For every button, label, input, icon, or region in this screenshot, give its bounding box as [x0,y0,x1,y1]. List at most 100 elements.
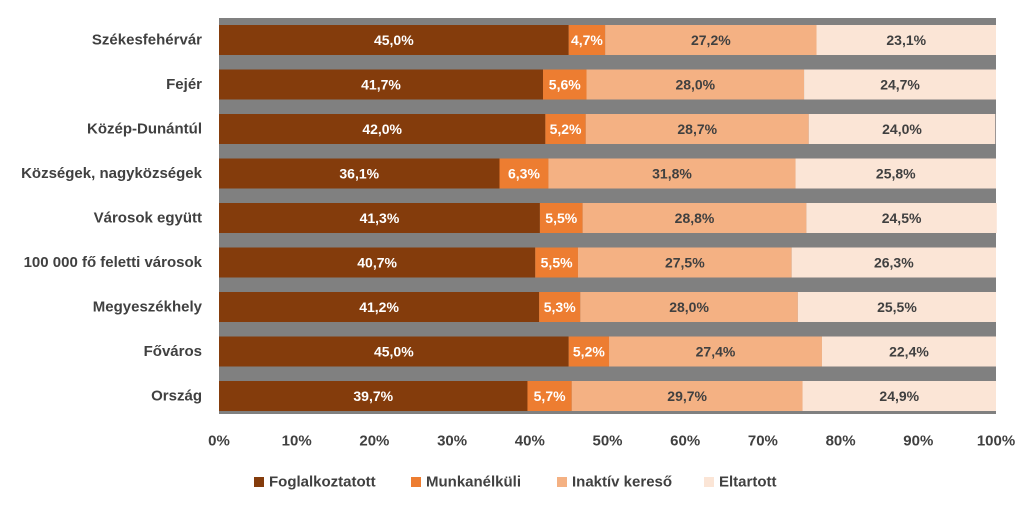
category-labels: Székesfehérvár Fejér Közép-Dunántúl Községe… [21,32,203,405]
bar-segment [821,336,996,367]
x-tick-label: 70% [748,433,778,450]
bar-segment [580,292,798,322]
x-tick-label: 0% [208,433,230,450]
bar-segment [816,25,996,55]
data-label: 31,8% [652,166,692,182]
bar-segment [548,158,796,189]
data-label: 28,8% [675,210,715,226]
data-label: 29,7% [667,388,707,404]
bars-group: 45,0% 4,7% 27,2% 23,1% 41,7% 5,6% 28,0% 24,7% 42… [219,25,997,411]
x-tick-label: 100% [977,433,1015,450]
data-label: 5,2% [550,121,582,137]
category-label: Megyeszékhely [93,299,203,316]
data-label: 23,1% [886,32,926,48]
bar-segment [568,25,606,55]
data-label: 22,4% [889,344,929,360]
legend-label: Inaktív kereső [572,474,672,491]
x-tick-label: 10% [282,433,312,450]
legend-swatch [254,477,264,487]
category-label: Városok együtt [94,210,202,227]
data-label: 41,3% [360,210,400,226]
x-tick-label: 80% [826,433,856,450]
bar-segment [797,292,996,322]
data-label: 4,7% [571,32,603,48]
bar-segment [545,114,586,144]
bar-segment [219,158,500,189]
data-label: 24,7% [880,77,920,93]
bar-segment [219,25,569,55]
data-label: 27,5% [665,255,705,271]
bar-segment [219,381,528,411]
bar-segment [571,381,803,411]
legend-swatch [411,477,421,487]
bar-segment [219,247,536,278]
data-label: 28,0% [675,77,715,93]
data-label: 24,0% [882,121,922,137]
bar-segment [539,292,581,322]
data-label: 5,2% [573,344,605,360]
bar-segment [219,69,544,100]
bar-segment [535,247,578,278]
bar-segment [568,336,610,367]
data-label: 26,3% [874,255,914,271]
bar-segment [577,247,792,278]
x-tick-label: 90% [903,433,933,450]
x-tick-label: 40% [515,433,545,450]
bar-segment [499,158,549,189]
data-label: 25,5% [877,299,917,315]
bar-segment [219,292,540,322]
bar-segment [795,158,996,189]
data-label: 5,5% [545,210,577,226]
category-label: Községek, nagyközségek [21,165,203,182]
x-tick-label: 50% [592,433,622,450]
bar-segment [791,247,996,278]
x-tick-label: 60% [670,433,700,450]
bar-segment [586,69,805,100]
data-label: 28,0% [669,299,709,315]
category-label: Főváros [144,343,202,360]
data-label: 39,7% [353,388,393,404]
data-label: 45,0% [374,32,414,48]
bar-segment [539,203,583,233]
data-label: 40,7% [357,255,397,271]
bar-segment [527,381,572,411]
category-label: Közép-Dunántúl [87,121,202,138]
legend-swatch [557,477,567,487]
data-label: 41,2% [359,299,399,315]
data-label: 36,1% [339,166,379,182]
data-label: 41,7% [361,77,401,93]
bar-segment [806,203,997,233]
data-label: 45,0% [374,344,414,360]
legend-label: Munkanélküli [426,474,521,491]
category-label: Fejér [166,76,202,93]
bar-segment [219,114,546,144]
data-label: 24,5% [882,210,922,226]
bar-segment [582,203,807,233]
bar-segment [219,336,569,367]
category-label: 100 000 fő feletti városok [24,254,203,271]
bar-segment [219,203,540,233]
category-label: Székesfehérvár [92,32,202,49]
legend-swatch [704,477,714,487]
bar-segment [808,114,996,144]
x-axis-ticks: 0% 10% 20% 30% 40% 50% 60% 70% 80% 90% 100% [208,433,1015,450]
data-label: 42,0% [362,121,402,137]
data-label: 5,6% [549,77,581,93]
legend-label: Foglalkoztatott [269,474,376,491]
data-label: 25,8% [876,166,916,182]
legend-label: Eltartott [719,474,777,491]
bar-segment [609,336,822,367]
legend: Foglalkoztatott Munkanélküli Inaktív keres… [254,474,777,491]
bar-segment [605,25,817,55]
data-label: 27,4% [696,344,736,360]
data-label: 27,2% [691,32,731,48]
bar-segment [543,69,587,100]
data-label: 28,7% [677,121,717,137]
data-label: 5,3% [544,299,576,315]
bar-segment [802,381,996,411]
bar-segment [804,69,996,100]
data-label: 6,3% [508,166,540,182]
category-label: Ország [151,388,202,405]
bar-segment [585,114,809,144]
